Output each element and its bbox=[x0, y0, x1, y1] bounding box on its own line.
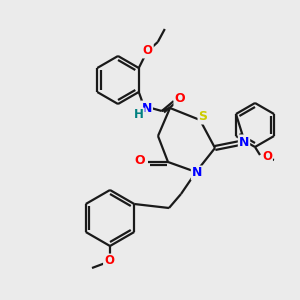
Text: N: N bbox=[192, 167, 202, 179]
Text: S: S bbox=[199, 110, 208, 124]
Text: O: O bbox=[104, 254, 114, 268]
Text: N: N bbox=[142, 101, 152, 115]
Text: O: O bbox=[143, 44, 153, 58]
Text: O: O bbox=[135, 154, 145, 167]
Text: H: H bbox=[134, 109, 144, 122]
Text: N: N bbox=[239, 136, 249, 148]
Text: O: O bbox=[262, 151, 272, 164]
Text: O: O bbox=[175, 92, 185, 106]
